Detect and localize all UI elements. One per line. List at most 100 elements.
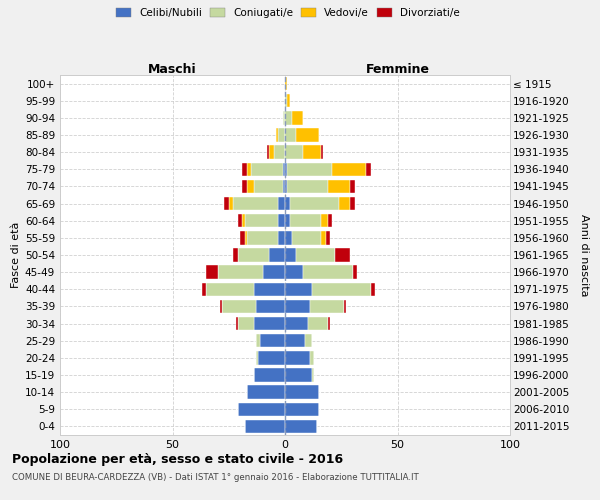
- Bar: [224, 197, 229, 210]
- Bar: [312, 282, 371, 296]
- Bar: [287, 180, 328, 193]
- Bar: [285, 162, 287, 176]
- Bar: [220, 300, 222, 313]
- Bar: [269, 248, 285, 262]
- Bar: [285, 317, 308, 330]
- Bar: [242, 180, 247, 193]
- Bar: [332, 162, 366, 176]
- Bar: [238, 317, 254, 330]
- Bar: [218, 266, 263, 279]
- Bar: [254, 282, 285, 296]
- Bar: [285, 402, 319, 416]
- Bar: [321, 231, 325, 244]
- Bar: [339, 197, 350, 210]
- Bar: [350, 197, 355, 210]
- Bar: [267, 146, 269, 159]
- Bar: [269, 146, 274, 159]
- Bar: [305, 334, 312, 347]
- Bar: [278, 197, 285, 210]
- Bar: [285, 128, 296, 141]
- Bar: [285, 111, 292, 124]
- Bar: [247, 386, 285, 399]
- Bar: [285, 214, 290, 228]
- Bar: [263, 266, 285, 279]
- Bar: [285, 94, 287, 108]
- Bar: [353, 266, 357, 279]
- Bar: [245, 231, 247, 244]
- Bar: [245, 214, 278, 228]
- Bar: [371, 282, 375, 296]
- Bar: [256, 300, 285, 313]
- Bar: [254, 368, 285, 382]
- Legend: Celibi/Nubili, Coniugati/e, Vedovi/e, Divorziati/e: Celibi/Nubili, Coniugati/e, Vedovi/e, Di…: [116, 8, 460, 18]
- Bar: [285, 248, 296, 262]
- Bar: [310, 300, 343, 313]
- Bar: [308, 317, 328, 330]
- Bar: [310, 351, 314, 364]
- Bar: [285, 334, 305, 347]
- Text: COMUNE DI BEURA-CARDEZZA (VB) - Dati ISTAT 1° gennaio 2016 - Elaborazione TUTTIT: COMUNE DI BEURA-CARDEZZA (VB) - Dati IST…: [12, 472, 419, 482]
- Bar: [276, 128, 278, 141]
- Bar: [242, 214, 245, 228]
- Bar: [335, 248, 350, 262]
- Bar: [222, 300, 256, 313]
- Bar: [350, 180, 355, 193]
- Bar: [303, 146, 321, 159]
- Text: Femmine: Femmine: [365, 63, 430, 76]
- Bar: [247, 231, 278, 244]
- Y-axis label: Fasce di età: Fasce di età: [11, 222, 21, 288]
- Bar: [233, 248, 238, 262]
- Bar: [285, 266, 303, 279]
- Bar: [242, 162, 247, 176]
- Bar: [285, 351, 310, 364]
- Bar: [229, 197, 233, 210]
- Bar: [247, 180, 254, 193]
- Bar: [321, 146, 323, 159]
- Bar: [283, 111, 285, 124]
- Bar: [238, 402, 285, 416]
- Bar: [202, 282, 206, 296]
- Bar: [278, 231, 285, 244]
- Bar: [285, 420, 317, 433]
- Bar: [206, 266, 218, 279]
- Text: Maschi: Maschi: [148, 63, 197, 76]
- Bar: [328, 317, 330, 330]
- Bar: [285, 231, 292, 244]
- Bar: [238, 248, 269, 262]
- Bar: [283, 162, 285, 176]
- Bar: [274, 146, 285, 159]
- Bar: [285, 77, 287, 90]
- Bar: [343, 300, 346, 313]
- Bar: [206, 282, 254, 296]
- Bar: [285, 282, 312, 296]
- Bar: [283, 180, 285, 193]
- Bar: [285, 180, 287, 193]
- Bar: [287, 94, 290, 108]
- Bar: [256, 351, 258, 364]
- Bar: [256, 334, 260, 347]
- Bar: [278, 214, 285, 228]
- Bar: [254, 180, 283, 193]
- Bar: [292, 231, 321, 244]
- Bar: [321, 214, 328, 228]
- Bar: [296, 248, 335, 262]
- Bar: [287, 162, 332, 176]
- Bar: [303, 266, 353, 279]
- Bar: [285, 300, 310, 313]
- Bar: [328, 180, 350, 193]
- Bar: [245, 420, 285, 433]
- Bar: [258, 351, 285, 364]
- Bar: [251, 162, 283, 176]
- Bar: [238, 214, 242, 228]
- Bar: [278, 128, 285, 141]
- Bar: [325, 231, 330, 244]
- Bar: [235, 317, 238, 330]
- Bar: [247, 162, 251, 176]
- Bar: [312, 368, 314, 382]
- Bar: [290, 214, 321, 228]
- Bar: [285, 386, 319, 399]
- Bar: [285, 368, 312, 382]
- Bar: [328, 214, 332, 228]
- Bar: [296, 128, 319, 141]
- Bar: [285, 146, 303, 159]
